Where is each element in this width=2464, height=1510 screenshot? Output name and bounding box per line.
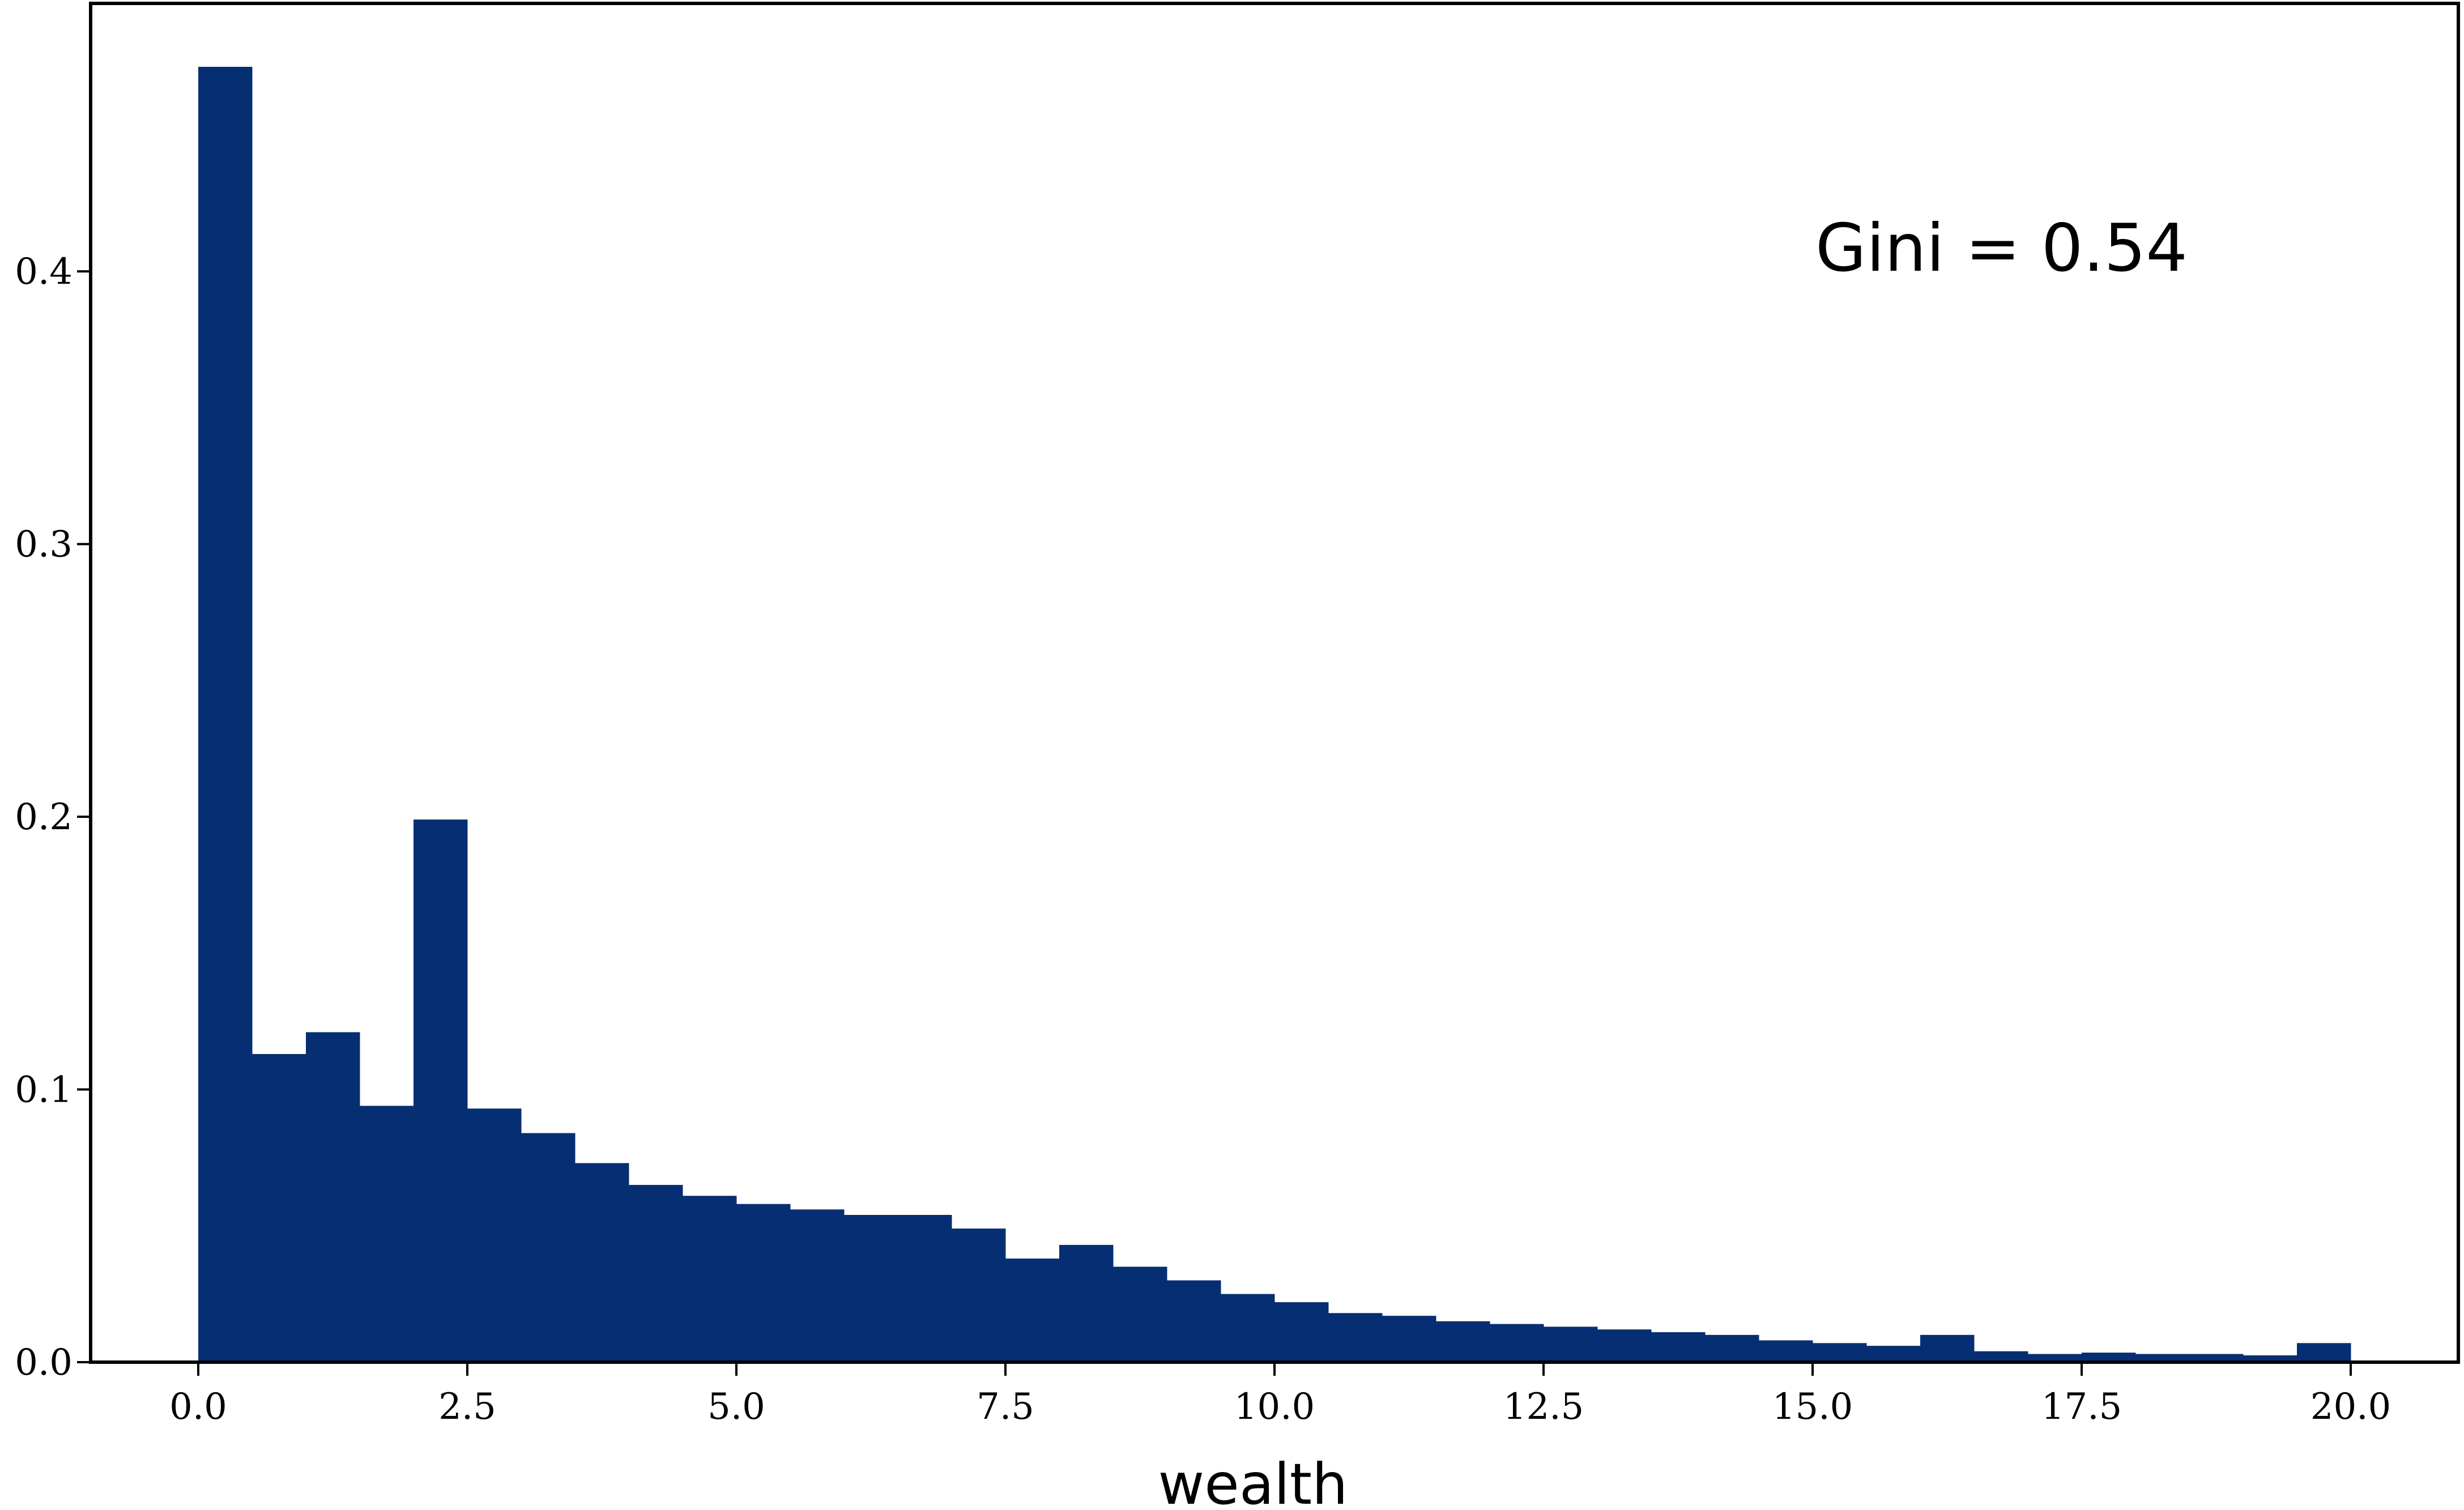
x-tick-label: 12.5 [1503,1386,1584,1428]
histogram-bar [898,1215,952,1362]
histogram-bar [360,1106,414,1362]
histogram-bar [198,67,253,1362]
histogram-bar [790,1209,845,1362]
histogram-bar [1759,1340,1813,1362]
histogram-bar [2297,1343,2351,1362]
histogram-bar [1597,1329,1652,1362]
x-axis-label: wealth [1158,1451,1348,1510]
histogram-bar [1866,1346,1921,1362]
histogram-bar [1544,1326,1598,1362]
x-tick-label: 20.0 [2310,1386,2391,1428]
x-tick-label: 17.5 [2041,1386,2122,1428]
histogram-bar [2243,1355,2297,1362]
histogram-bar [736,1204,791,1362]
histogram-bar [2189,1354,2244,1362]
histogram-bar [952,1229,1006,1362]
histogram-bar [1059,1244,1114,1362]
histogram-bar [1382,1316,1436,1362]
y-tick-label: 0.0 [15,1342,73,1384]
y-axis-ticks: 0.0 0.1 0.2 0.3 0.4 [15,251,91,1384]
histogram-bar [413,819,468,1362]
histogram-bar [575,1163,629,1362]
histogram-bar [683,1196,737,1362]
histogram-bar [1274,1302,1329,1362]
histogram-bar [1328,1313,1383,1362]
y-tick-label: 0.3 [15,524,73,566]
histogram-bar [1221,1294,1275,1362]
histogram-bar [1705,1334,1759,1362]
histogram-bar [2028,1354,2082,1362]
histogram-bar [467,1108,522,1362]
histogram-bar [1436,1321,1490,1362]
histogram-bar [1813,1343,1867,1362]
y-tick-label: 0.1 [15,1069,73,1111]
histogram-bar [2082,1353,2136,1362]
y-tick-label: 0.4 [15,251,73,293]
histogram-bar [1974,1351,2028,1362]
x-tick-label: 15.0 [1772,1386,1853,1428]
histogram-bar [521,1133,575,1362]
x-tick-label: 0.0 [169,1386,227,1428]
histogram-bar [2135,1354,2190,1362]
x-tick-label: 7.5 [977,1386,1034,1428]
y-tick-label: 0.2 [15,796,73,838]
histogram-bar [1167,1280,1221,1362]
histogram-bar [1005,1259,1060,1362]
histogram-bar [844,1215,898,1362]
histogram-bar [1490,1324,1544,1362]
x-tick-label: 10.0 [1234,1386,1315,1428]
bars-group [198,67,2351,1362]
x-tick-label: 5.0 [707,1386,765,1428]
histogram-bar [1651,1332,1706,1362]
x-axis-ticks: 0.0 2.5 5.0 7.5 10.0 12.5 15.0 17.5 20.0 [169,1362,2391,1428]
histogram-bar [629,1185,683,1362]
histogram-bar [1920,1334,1975,1362]
histogram-bar [306,1032,360,1362]
gini-annotation: Gini = 0.54 [1815,210,2188,287]
histogram-bar [1113,1266,1167,1362]
x-tick-label: 2.5 [438,1386,496,1428]
histogram-bar [252,1053,306,1362]
